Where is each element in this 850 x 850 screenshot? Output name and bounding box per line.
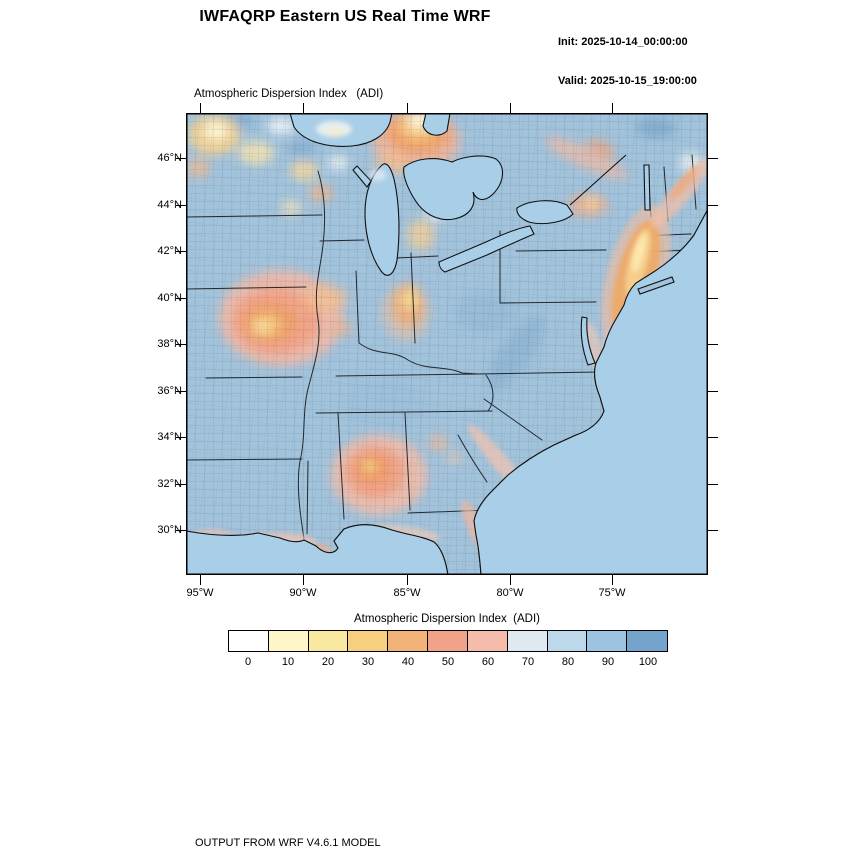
map-subtitle: Atmospheric Dispersion Index (ADI)	[194, 88, 384, 100]
adi-map	[186, 113, 708, 575]
colorbar-tick: 40	[401, 656, 415, 668]
axis-tick	[708, 205, 718, 207]
init-time: Init: 2025-10-14_00:00:00	[558, 36, 688, 48]
axis-tick	[176, 530, 186, 532]
lat-label: 42°N	[157, 245, 182, 257]
axis-tick	[176, 344, 186, 346]
axis-tick	[200, 575, 202, 585]
axis-tick	[510, 103, 512, 113]
axis-tick	[176, 298, 186, 300]
lat-label: 38°N	[157, 338, 182, 350]
lat-label: 40°N	[157, 292, 182, 304]
axis-tick	[303, 575, 305, 585]
lat-label: 46°N	[157, 152, 182, 164]
axis-tick	[176, 484, 186, 486]
axis-tick	[708, 344, 718, 346]
lon-label: 85°W	[393, 587, 421, 599]
colorbar-tick: 60	[481, 656, 495, 668]
axis-tick	[407, 103, 409, 113]
model-info-line1: OUTPUT FROM WRF V4.6.1 MODEL	[195, 837, 381, 849]
colorbar-labels: 0 10 20 30 40 50 60 70 80 90 100	[228, 656, 668, 668]
model-info: OUTPUT FROM WRF V4.6.1 MODEL WE = 310 ; …	[195, 808, 628, 850]
axis-tick	[176, 205, 186, 207]
colorbar-tick: 70	[521, 656, 535, 668]
colorbar-box	[348, 631, 389, 651]
adi-map-panel	[186, 113, 708, 575]
axis-tick	[176, 158, 186, 160]
lon-label: 90°W	[289, 587, 317, 599]
colorbar-tick: 30	[361, 656, 375, 668]
colorbar-title: Atmospheric Dispersion Index (ADI)	[354, 613, 540, 625]
colorbar-box	[308, 631, 349, 651]
lon-label: 95°W	[186, 587, 214, 599]
lon-label: 75°W	[598, 587, 626, 599]
map-frame	[186, 113, 708, 575]
colorbar-box	[587, 631, 628, 651]
axis-tick	[708, 391, 718, 393]
colorbar-tick: 100	[638, 656, 658, 668]
axis-tick	[176, 437, 186, 439]
axis-tick	[176, 251, 186, 253]
lat-label: 34°N	[157, 431, 182, 443]
colorbar-box	[507, 631, 548, 651]
colorbar-box	[229, 631, 269, 651]
page-title: IWFAQRP Eastern US Real Time WRF	[199, 8, 491, 25]
colorbar-tick: 50	[441, 656, 455, 668]
valid-time: Valid: 2025-10-15_19:00:00	[558, 75, 697, 87]
colorbar-tick: 20	[321, 656, 335, 668]
axis-tick	[708, 484, 718, 486]
colorbar-box	[627, 631, 667, 651]
axis-tick	[200, 103, 202, 113]
axis-tick	[708, 298, 718, 300]
axis-tick	[303, 103, 305, 113]
colorbar	[228, 630, 668, 652]
lat-label: 30°N	[157, 524, 182, 536]
axis-tick	[708, 437, 718, 439]
axis-tick	[708, 530, 718, 532]
axis-tick	[510, 575, 512, 585]
axis-tick	[176, 391, 186, 393]
lat-label: 44°N	[157, 199, 182, 211]
colorbar-tick: 80	[561, 656, 575, 668]
axis-tick	[612, 103, 614, 113]
colorbar-tick: 90	[601, 656, 615, 668]
colorbar-box	[428, 631, 468, 651]
axis-tick	[708, 251, 718, 253]
lon-label: 80°W	[496, 587, 524, 599]
colorbar-box	[467, 631, 508, 651]
axis-tick	[407, 575, 409, 585]
colorbar-tick: 0	[244, 656, 252, 668]
colorbar-box	[547, 631, 588, 651]
lat-label: 36°N	[157, 385, 182, 397]
run-info: Init: 2025-10-14_00:00:00 Valid: 2025-10…	[558, 10, 697, 114]
colorbar-box	[268, 631, 309, 651]
colorbar-box	[388, 631, 429, 651]
axis-tick	[708, 158, 718, 160]
lat-label: 32°N	[157, 478, 182, 490]
axis-tick	[612, 575, 614, 585]
colorbar-tick: 10	[281, 656, 295, 668]
